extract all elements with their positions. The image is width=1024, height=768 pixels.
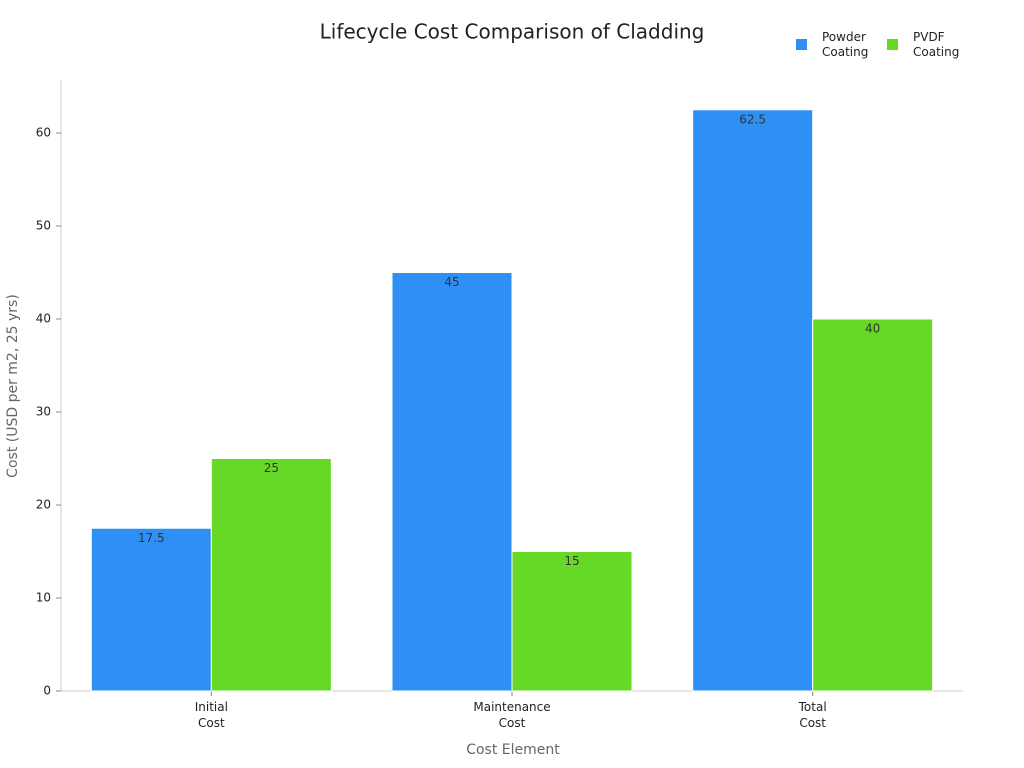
bar bbox=[511, 551, 633, 692]
value-label: 62.5 bbox=[739, 112, 766, 126]
value-label: 25 bbox=[264, 461, 279, 475]
value-label: 15 bbox=[564, 554, 579, 568]
bar bbox=[812, 318, 934, 692]
x-tick-label: Maintenance Cost bbox=[473, 700, 550, 730]
y-tick-label: 20 bbox=[36, 498, 51, 512]
x-axis-title: Cost Element bbox=[466, 742, 560, 758]
y-tick-label: 30 bbox=[36, 405, 51, 419]
y-tick-label: 10 bbox=[36, 591, 51, 605]
x-tick-label: Total Cost bbox=[798, 700, 827, 730]
bar bbox=[391, 272, 513, 692]
y-tick-label: 0 bbox=[43, 684, 51, 698]
y-tick-label: 40 bbox=[36, 312, 51, 326]
bar bbox=[210, 458, 332, 692]
x-tick-label: Initial Cost bbox=[195, 700, 228, 730]
y-tick-label: 50 bbox=[36, 219, 51, 233]
bar bbox=[692, 109, 814, 692]
value-label: 17.5 bbox=[138, 531, 165, 545]
legend-label: Powder Coating bbox=[822, 30, 868, 59]
value-label: 40 bbox=[865, 322, 880, 336]
bar bbox=[90, 527, 212, 692]
chart-title: Lifecycle Cost Comparison of Cladding bbox=[320, 20, 705, 44]
value-label: 45 bbox=[444, 275, 459, 289]
legend-swatch bbox=[887, 39, 898, 50]
legend-label: PVDF Coating bbox=[913, 30, 959, 59]
y-tick-label: 60 bbox=[36, 126, 51, 140]
y-axis-title: Cost (USD per m2, 25 yrs) bbox=[5, 294, 21, 478]
legend-swatch bbox=[796, 39, 807, 50]
